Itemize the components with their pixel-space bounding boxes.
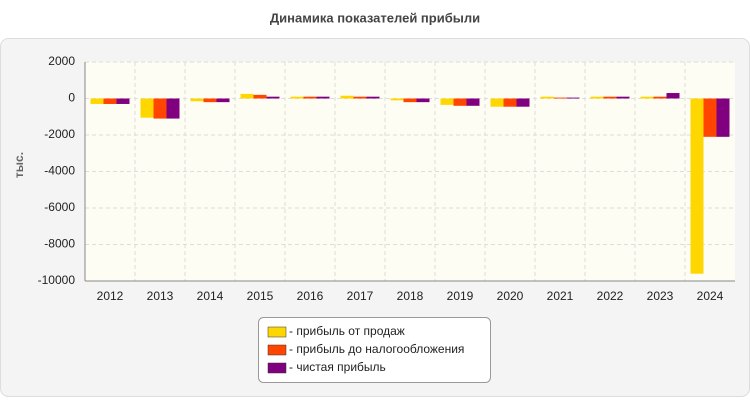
bar bbox=[416, 98, 430, 103]
y-tick-label: 0 bbox=[68, 91, 75, 105]
bar bbox=[540, 96, 554, 99]
y-tick-label: -8000 bbox=[44, 237, 75, 251]
x-tick-label: 2015 bbox=[247, 289, 274, 303]
bar bbox=[440, 98, 454, 105]
bar bbox=[190, 98, 204, 102]
bar bbox=[140, 98, 154, 118]
bar bbox=[266, 96, 280, 99]
chart-title: Динамика показателей прибыли bbox=[270, 10, 480, 25]
bar bbox=[603, 96, 617, 99]
y-tick-label: 2000 bbox=[48, 54, 75, 68]
bar bbox=[340, 95, 354, 99]
bar bbox=[240, 93, 254, 99]
bar bbox=[503, 98, 517, 107]
bar bbox=[316, 96, 330, 99]
bar bbox=[453, 98, 467, 106]
bar bbox=[216, 98, 230, 103]
bar bbox=[703, 98, 717, 137]
bar bbox=[490, 98, 504, 107]
legend-label: - чистая прибыль bbox=[289, 360, 386, 374]
bar bbox=[290, 96, 304, 99]
x-tick-label: 2019 bbox=[447, 289, 474, 303]
bar bbox=[366, 96, 380, 99]
x-tick-label: 2017 bbox=[347, 289, 374, 303]
legend-label: - прибыль до налогообложения bbox=[289, 342, 464, 356]
x-tick-label: 2018 bbox=[397, 289, 424, 303]
y-tick-label: -2000 bbox=[44, 127, 75, 141]
bar bbox=[690, 98, 704, 274]
x-tick-label: 2020 bbox=[497, 289, 524, 303]
x-tick-label: 2023 bbox=[647, 289, 674, 303]
y-axis-label: тыс. bbox=[12, 152, 26, 178]
bar bbox=[590, 96, 604, 99]
y-tick-label: -4000 bbox=[44, 164, 75, 178]
bar bbox=[153, 98, 167, 119]
x-tick-label: 2013 bbox=[147, 289, 174, 303]
legend bbox=[258, 317, 491, 383]
x-tick-label: 2012 bbox=[97, 289, 124, 303]
bar bbox=[203, 98, 217, 103]
bar bbox=[116, 98, 130, 104]
bar bbox=[390, 98, 404, 101]
x-tick-label: 2016 bbox=[297, 289, 324, 303]
bar bbox=[616, 96, 630, 99]
bar bbox=[103, 98, 117, 104]
bar bbox=[566, 97, 580, 99]
x-tick-label: 2022 bbox=[597, 289, 624, 303]
bar bbox=[653, 96, 667, 99]
bar bbox=[166, 98, 180, 119]
x-tick-label: 2014 bbox=[197, 289, 224, 303]
bar bbox=[353, 96, 367, 99]
y-tick-label: -6000 bbox=[44, 200, 75, 214]
bar bbox=[303, 96, 317, 99]
x-tick-label: 2021 bbox=[547, 289, 574, 303]
bar bbox=[90, 98, 104, 104]
bar bbox=[516, 98, 530, 107]
bar bbox=[666, 93, 680, 99]
bar bbox=[403, 98, 417, 103]
bar bbox=[640, 96, 654, 99]
legend-swatch bbox=[267, 326, 287, 338]
legend-swatch bbox=[267, 362, 287, 374]
bar bbox=[466, 98, 480, 106]
bar bbox=[553, 97, 567, 99]
bar bbox=[253, 94, 267, 99]
bar bbox=[716, 98, 730, 137]
legend-swatch bbox=[267, 344, 287, 356]
legend-label: - прибыль от продаж bbox=[289, 324, 405, 338]
y-tick-label: -10000 bbox=[38, 273, 76, 287]
x-tick-label: 2024 bbox=[697, 289, 724, 303]
